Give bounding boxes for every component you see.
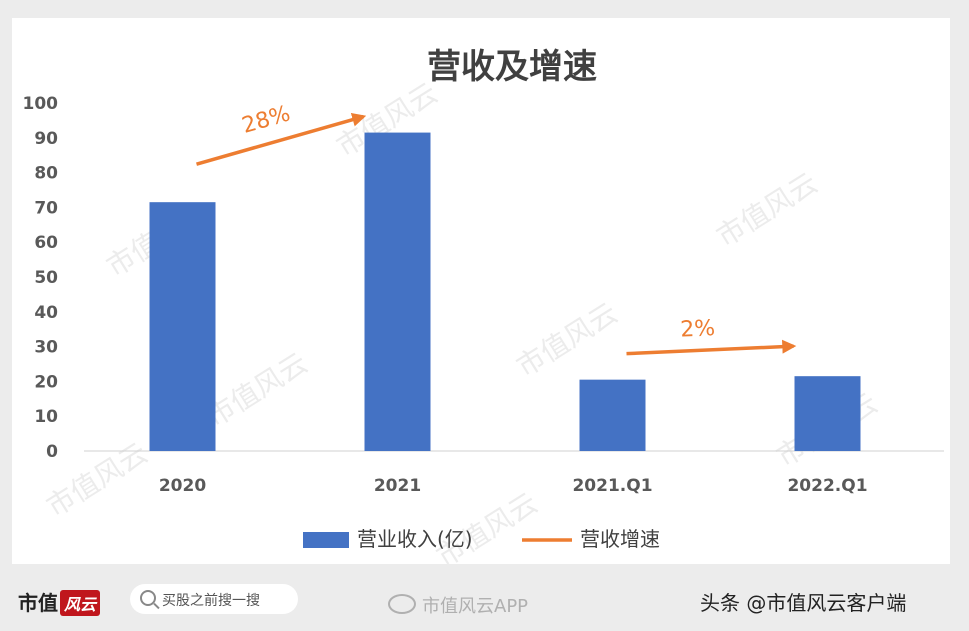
source-credit: 头条 @市值风云客户端 — [700, 591, 907, 615]
footer-bar: 市值 风云 买股之前搜一搜 市值风云APP 头条 @市值风云客户端 — [0, 572, 969, 631]
y-tick-label: 30 — [34, 338, 58, 358]
growth-arrow — [626, 339, 797, 356]
watermark-text: 市值风云 — [201, 346, 313, 433]
brand-name: 市值 — [18, 591, 58, 615]
y-axis-ticks: 0 10 20 30 40 50 60 70 80 90 100 — [23, 94, 59, 462]
chart-legend: 营业收入(亿) 营收增速 — [303, 527, 660, 551]
chart-title: 营收及增速 — [427, 47, 597, 87]
watermark-text: 市值风云 — [431, 486, 543, 564]
bar-2021.Q1 — [579, 379, 646, 451]
y-tick-label: 20 — [34, 372, 58, 392]
x-tick-label: 2021 — [374, 476, 421, 496]
y-tick-label: 40 — [34, 303, 58, 323]
y-tick-label: 80 — [34, 164, 58, 184]
y-tick-label: 50 — [34, 268, 58, 288]
search-box[interactable]: 买股之前搜一搜 — [130, 584, 298, 614]
bar-series — [149, 132, 861, 451]
y-tick-label: 100 — [23, 94, 59, 114]
y-tick-label: 70 — [34, 198, 58, 218]
growth-annotations: 28% 2% — [196, 101, 797, 356]
legend-swatch-revenue — [303, 532, 349, 548]
weibo-label: 市值风云APP — [422, 596, 529, 617]
legend-label-growth: 营收增速 — [580, 527, 660, 551]
search-placeholder: 买股之前搜一搜 — [162, 593, 260, 609]
bar-2021 — [364, 132, 431, 451]
brand-logo[interactable]: 市值 风云 — [18, 587, 101, 616]
brand-badge: 风云 — [60, 590, 101, 616]
y-tick-label: 60 — [34, 233, 58, 253]
bar-2022.Q1 — [794, 376, 861, 451]
x-tick-label: 2020 — [159, 476, 206, 496]
watermark-text: 市值风云 — [711, 166, 823, 253]
y-tick-label: 10 — [34, 407, 58, 427]
search-icon — [140, 590, 156, 606]
growth-label: 28% — [239, 101, 293, 138]
x-axis-ticks: 2020 2021 2021.Q1 2022.Q1 — [159, 476, 868, 496]
x-tick-label: 2021.Q1 — [572, 476, 652, 496]
y-tick-label: 0 — [46, 442, 58, 462]
bar-chart: 市值风云市值风云市值风云市值风云市值风云市值风云市值风云市值风云 营收及增速 0… — [23, 47, 944, 564]
bar-2020 — [149, 202, 216, 451]
legend-label-revenue: 营业收入(亿) — [357, 527, 473, 551]
weibo-credit: 市值风云APP — [388, 592, 528, 618]
x-tick-label: 2022.Q1 — [787, 476, 867, 496]
watermark-text: 市值风云 — [511, 296, 623, 383]
chart-card: 市值风云市值风云市值风云市值风云市值风云市值风云市值风云市值风云 营收及增速 0… — [12, 18, 950, 564]
y-tick-label: 90 — [34, 129, 58, 149]
growth-arrow — [196, 112, 367, 166]
growth-label: 2% — [680, 316, 716, 343]
weibo-icon — [388, 594, 416, 614]
